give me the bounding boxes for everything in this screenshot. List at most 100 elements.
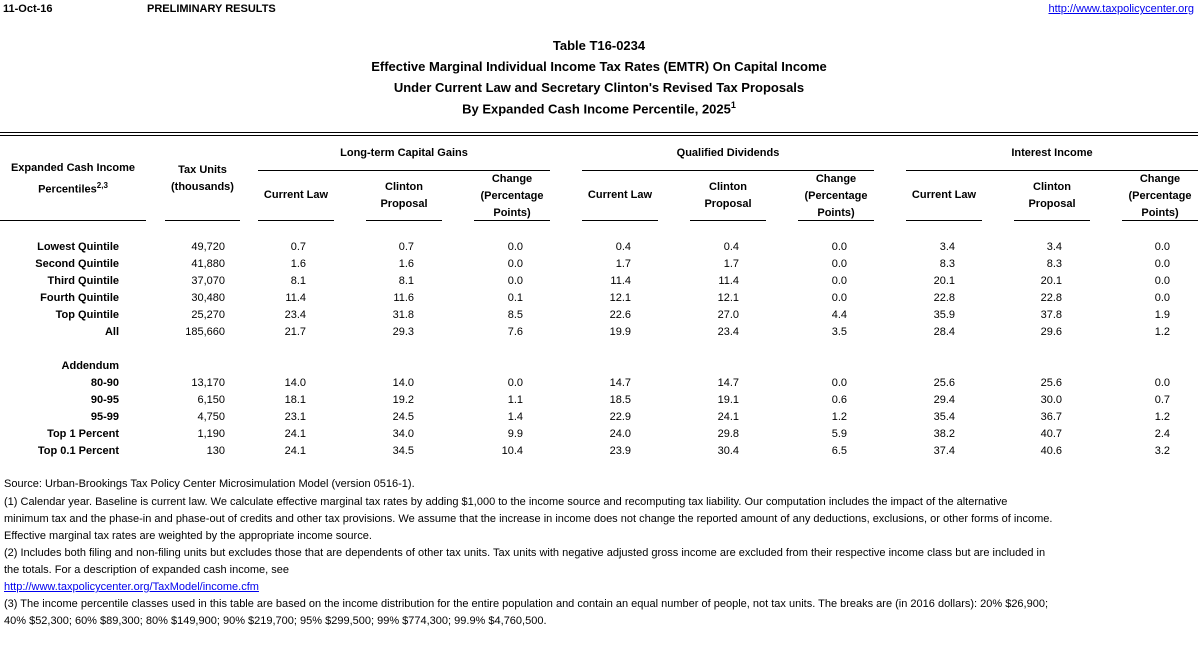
group-rule	[582, 170, 874, 171]
cell-value: 8.3	[939, 258, 955, 270]
tax-units-header-1: Tax Units	[178, 164, 227, 176]
clinton-header-1: Clinton	[1033, 181, 1071, 193]
cell-value: 0.0	[1154, 292, 1170, 304]
rule	[1014, 220, 1090, 221]
cell-value: 3.4	[939, 241, 955, 253]
tax-units-header: Tax Units (thousands)	[165, 162, 240, 196]
row-label: 80-90	[90, 377, 119, 389]
rule	[0, 220, 146, 221]
cell-value: 14.0	[392, 377, 414, 389]
cell-value: 34.5	[392, 445, 414, 457]
cell-value: 8.1	[290, 275, 306, 287]
cell-value: 49,720	[191, 241, 225, 253]
cell-value: 14.0	[284, 377, 306, 389]
cell-value: 35.9	[933, 309, 955, 321]
cell-value: 35.4	[933, 411, 955, 423]
cell-value: 40.7	[1040, 428, 1062, 440]
cell-value: 1.9	[1154, 309, 1170, 321]
group-rule	[258, 170, 550, 171]
cell-value: 185,660	[185, 326, 225, 338]
cell-value: 11.4	[718, 275, 739, 287]
row-label-footnote: 2,3	[96, 181, 108, 190]
cell-value: 29.6	[1040, 326, 1062, 338]
cell-value: 22.6	[609, 309, 631, 321]
cell-value: 19.2	[392, 394, 414, 406]
row-label: Fourth Quintile	[40, 292, 119, 304]
cell-value: 3.2	[1154, 445, 1170, 457]
row-label: 95-99	[90, 411, 119, 423]
cell-value: 23.4	[284, 309, 306, 321]
cell-value: 22.9	[609, 411, 631, 423]
cell-value: 6,150	[197, 394, 225, 406]
cell-value: 30.4	[717, 445, 739, 457]
cell-value: 29.3	[392, 326, 414, 338]
footnote-1: (1) Calendar year. Baseline is current l…	[4, 496, 1008, 508]
cell-value: 0.0	[507, 241, 523, 253]
group-header-qd: Qualified Dividends	[676, 147, 780, 159]
cell-value: 1.2	[831, 411, 847, 423]
cell-value: 24.0	[609, 428, 631, 440]
cell-value: 30,480	[191, 292, 225, 304]
cell-value: 1.6	[398, 258, 414, 270]
cell-value: 23.4	[717, 326, 739, 338]
cell-value: 14.7	[717, 377, 739, 389]
row-label: Top 1 Percent	[47, 428, 119, 440]
footnote-3: 40% $52,300; 60% $89,300; 80% $149,900; …	[4, 615, 547, 627]
cell-value: 25.6	[933, 377, 955, 389]
cell-value: 8.3	[1046, 258, 1062, 270]
cell-value: 0.7	[290, 241, 306, 253]
cell-value: 28.4	[933, 326, 955, 338]
change-header-line: (Percentage	[804, 190, 868, 202]
clinton-proposal-header: Clinton Proposal	[1014, 179, 1090, 213]
change-header: Change (Percentage Points)	[1122, 171, 1198, 222]
cell-value: 22.8	[1040, 292, 1062, 304]
table-row: All 185,660 21.7 29.3 7.6 19.9 23.4 3.5 28.4 29.6…	[0, 324, 1198, 341]
cell-value: 13,170	[191, 377, 225, 389]
cell-value: 24.1	[284, 428, 306, 440]
income-definition-link[interactable]: http://www.taxpolicycenter.org/TaxModel/…	[4, 581, 259, 593]
group-header-interest: Interest Income	[1011, 147, 1093, 159]
cell-value: 41,880	[191, 258, 225, 270]
footnote-3: (3) The income percentile classes used i…	[4, 598, 1049, 610]
rule	[474, 220, 550, 221]
status-label: PRELIMINARY RESULTS	[147, 3, 276, 15]
cell-value: 11.4	[285, 292, 306, 304]
cell-value: 37,070	[191, 275, 225, 287]
tpc-link[interactable]: http://www.taxpolicycenter.org	[1048, 3, 1194, 15]
cell-value: 0.0	[1154, 377, 1170, 389]
double-rule-bottom	[0, 135, 1198, 136]
cell-value: 0.0	[831, 241, 847, 253]
current-law-header: Current Law	[911, 189, 977, 201]
cell-value: 11.4	[610, 275, 631, 287]
clinton-header-2: Proposal	[380, 198, 428, 210]
cell-value: 25,270	[191, 309, 225, 321]
group-header-ltcg: Long-term Capital Gains	[340, 147, 468, 159]
cell-value: 21.7	[284, 326, 306, 338]
source-note: Source: Urban-Brookings Tax Policy Cente…	[4, 478, 415, 490]
footnote-1: Effective marginal tax rates are weighte…	[4, 530, 372, 542]
cell-value: 0.4	[615, 241, 631, 253]
date: 11-Oct-16	[3, 3, 53, 15]
rule	[258, 220, 334, 221]
change-header-line: Change	[1139, 173, 1181, 185]
cell-value: 1.1	[507, 394, 523, 406]
change-header-line: Points)	[1141, 207, 1179, 219]
cell-value: 1.2	[1154, 326, 1170, 338]
clinton-proposal-header: Clinton Proposal	[366, 179, 442, 213]
cell-value: 0.1	[507, 292, 523, 304]
change-header: Change (Percentage Points)	[474, 171, 550, 222]
cell-value: 0.6	[831, 394, 847, 406]
cell-value: 0.7	[1154, 394, 1170, 406]
table-row: Lowest Quintile 49,720 0.7 0.7 0.0 0.4 0.4 0.0 3…	[0, 239, 1198, 256]
rule	[798, 220, 874, 221]
cell-value: 0.0	[831, 275, 847, 287]
cell-value: 0.4	[723, 241, 739, 253]
row-label: Top 0.1 Percent	[37, 445, 119, 457]
footnote-2: (2) Includes both filing and non-filing …	[4, 547, 1046, 559]
table-row: Fourth Quintile 30,480 11.4 11.6 0.1 12.1 12.1…	[0, 290, 1198, 307]
clinton-proposal-header: Clinton Proposal	[690, 179, 766, 213]
cell-value: 27.0	[717, 309, 739, 321]
cell-value: 6.5	[831, 445, 847, 457]
cell-value: 18.1	[284, 394, 306, 406]
